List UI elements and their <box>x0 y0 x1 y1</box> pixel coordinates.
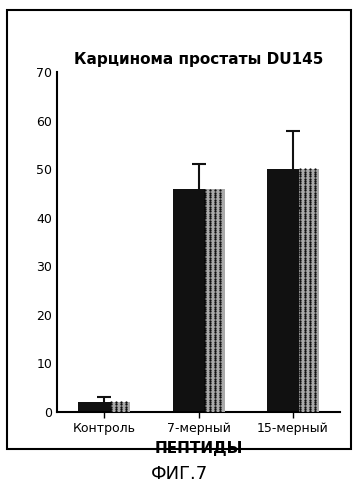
X-axis label: ПЕПТИДЫ: ПЕПТИДЫ <box>155 441 243 456</box>
Bar <box>111 402 130 412</box>
Bar <box>78 402 130 412</box>
Title: Карцинома простаты DU145: Карцинома простаты DU145 <box>74 52 323 67</box>
Text: ФИГ.7: ФИГ.7 <box>150 465 208 483</box>
Bar <box>299 169 319 412</box>
Bar <box>267 169 319 412</box>
Bar <box>205 189 224 412</box>
Bar <box>173 189 224 412</box>
